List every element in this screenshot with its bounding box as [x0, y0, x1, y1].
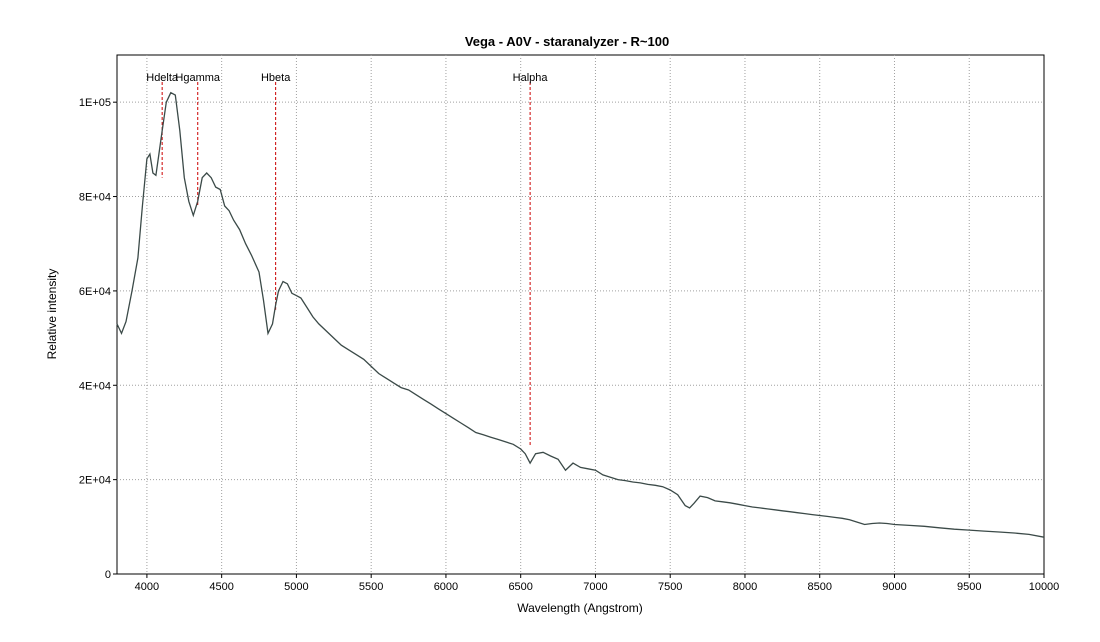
x-tick-label: 8500: [807, 581, 831, 593]
y-tick-label: 8E+04: [79, 192, 111, 204]
y-tick-label: 1E+05: [79, 97, 111, 109]
x-tick-label: 10000: [1029, 581, 1060, 593]
x-tick-label: 9000: [882, 581, 906, 593]
x-axis-label: Wavelength (Angstrom): [517, 601, 643, 615]
reference-label-hdelta: Hdelta: [146, 72, 179, 84]
x-tick-label: 7500: [658, 581, 682, 593]
spectrum-line: [116, 91, 1045, 538]
x-tick-label: 7000: [583, 581, 607, 593]
x-tick-label: 8000: [733, 581, 757, 593]
y-axis-label: Relative intensity: [45, 269, 59, 360]
x-tick-label: 5500: [359, 581, 383, 593]
x-tick-label: 4500: [209, 581, 233, 593]
plot-area: [116, 54, 1045, 575]
y-tick-label: 2E+04: [79, 475, 111, 487]
x-tick-label: 6000: [434, 581, 458, 593]
reference-label-hbeta: Hbeta: [261, 72, 291, 84]
x-tick-label: 5000: [284, 581, 308, 593]
x-axis-ticks: 4000 4500 5000 5500 6000 6500 7000 7500 8000 8500…: [135, 574, 1060, 593]
y-tick-label: 4E+04: [79, 380, 111, 392]
y-tick-label: 0: [105, 569, 111, 581]
x-tick-label: 9500: [957, 581, 981, 593]
grid: [117, 55, 1044, 574]
chart-title: Vega - A0V - staranalyzer - R~100: [465, 34, 669, 49]
y-axis-ticks: 0 2E+04 4E+04 6E+04 8E+04 1E+05: [79, 97, 117, 581]
reference-label-hgamma: Hgamma: [175, 72, 221, 84]
reference-label-halpha: Halpha: [513, 72, 549, 84]
y-tick-label: 6E+04: [79, 286, 111, 298]
x-tick-label: 6500: [508, 581, 532, 593]
x-tick-label: 4000: [135, 581, 159, 593]
